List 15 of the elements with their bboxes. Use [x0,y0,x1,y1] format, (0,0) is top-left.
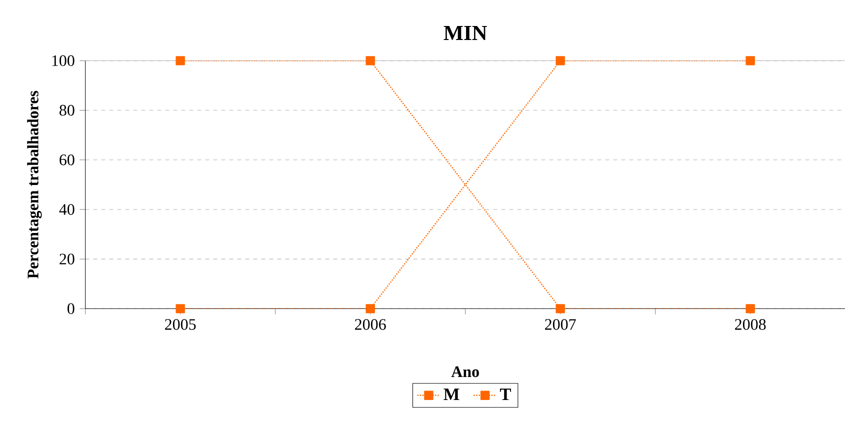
y-axis-title: Percentagem trabalhadores [27,90,42,279]
legend-label: M [444,388,460,400]
x-tick-label: 2007 [545,319,576,330]
y-tick-label: 80 [60,104,74,116]
y-tick-label: 100 [52,55,74,66]
y-tick-label: 40 [59,204,74,215]
x-tick-label: 2005 [165,319,196,330]
x-tick-label: 2006 [355,319,386,330]
chart-title: MIN [444,26,487,40]
x-tick-label: 2008 [735,319,766,330]
y-tick-label: 20 [60,254,74,264]
y-tick-label: 0 [68,303,74,314]
y-tick-label: 60 [60,154,74,166]
legend-label: T [500,388,511,400]
x-axis-title: Ano [451,366,479,378]
